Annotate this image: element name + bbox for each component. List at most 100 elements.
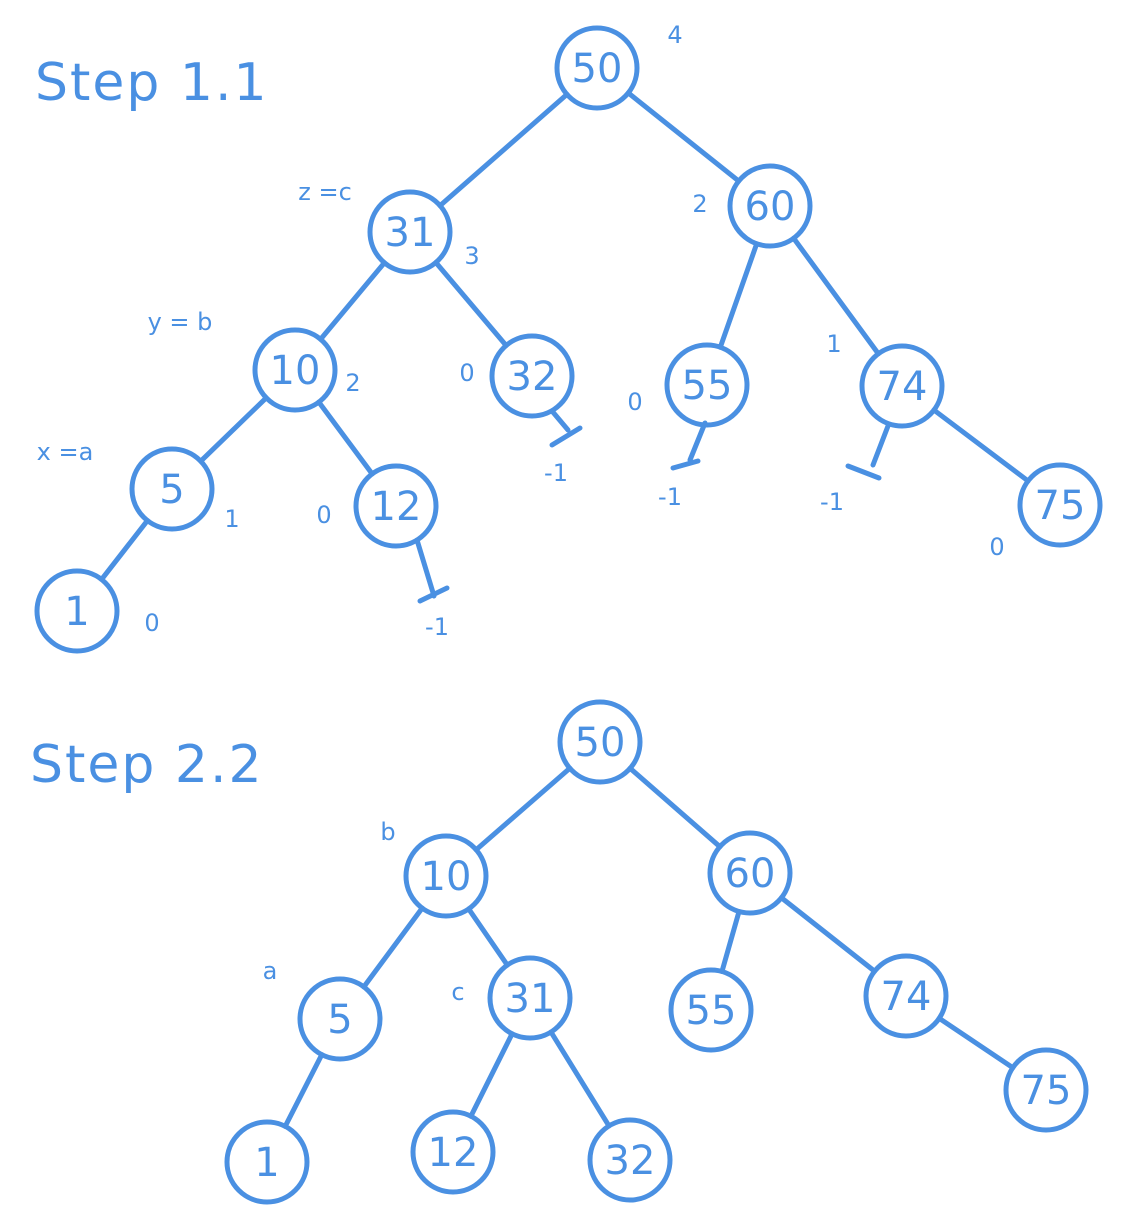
- node-circle: [403, 833, 489, 919]
- null-leaf-74: [845, 463, 882, 481]
- node-circle: [224, 1119, 310, 1205]
- step-2-2-title: Step 2.2: [30, 735, 264, 795]
- edge-74-75: [936, 1015, 1016, 1071]
- edge-10-5: [361, 905, 425, 990]
- node-circle: [34, 568, 120, 654]
- node-key: 1: [64, 589, 89, 635]
- node-12: 12: [410, 1109, 496, 1195]
- edge-10-5: [198, 395, 269, 464]
- node-height-label: 0: [989, 533, 1004, 561]
- node-74: 74: [863, 953, 949, 1039]
- tree-2: 50 10b 60 5a 31 c 55 74 1 12 32 75: [224, 699, 1089, 1205]
- node-role-label: y = b: [148, 308, 213, 336]
- null-height-label: -1: [425, 613, 449, 641]
- node-circle: [707, 830, 793, 916]
- node-key: 12: [371, 484, 422, 530]
- node-12: 12 0: [316, 463, 439, 549]
- edge-10-12: [316, 399, 375, 477]
- node-key: 50: [572, 46, 623, 92]
- node-key: 50: [575, 720, 626, 766]
- null-edge-12: [414, 537, 437, 599]
- node-32: 32 0: [459, 333, 575, 419]
- node-height-label: 3: [464, 242, 479, 270]
- edge-31-12: [468, 1031, 515, 1119]
- node-75: 75: [1003, 1047, 1089, 1133]
- node-height-label: 2: [692, 190, 707, 218]
- node-74: 74 1: [826, 330, 945, 429]
- node-key: 74: [881, 974, 932, 1020]
- node-height-label: 1: [826, 330, 841, 358]
- node-key: 12: [428, 1130, 479, 1176]
- edge-50-60: [627, 765, 723, 850]
- node-circle: [353, 463, 439, 549]
- null-height-label: -1: [820, 488, 844, 516]
- node-31: 31 3 z =c: [298, 178, 480, 275]
- node-circle: [1017, 462, 1103, 548]
- null-edge-32: [549, 408, 571, 433]
- null-leaf-55: [670, 458, 701, 471]
- node-32: 32: [587, 1117, 673, 1203]
- node-role-label: c: [451, 978, 464, 1006]
- node-50: 50: [557, 699, 643, 785]
- edge-31-32: [548, 1029, 612, 1129]
- node-circle: [863, 953, 949, 1039]
- node-key: 31: [385, 210, 436, 256]
- step-1-1-title: Step 1.1: [35, 53, 269, 113]
- node-circle: [668, 967, 754, 1053]
- node-key: 10: [421, 854, 472, 900]
- null-leaf-32: [549, 425, 583, 448]
- node-circle: [487, 955, 573, 1041]
- node-key: 55: [682, 363, 733, 409]
- node-circle: [587, 1117, 673, 1203]
- node-key: 10: [270, 348, 321, 394]
- node-60: 60 2: [692, 163, 813, 249]
- edge-10-31: [466, 906, 510, 968]
- node-key: 1: [254, 1140, 279, 1186]
- null-leaf-12: [417, 585, 450, 604]
- node-50: 50 4: [554, 21, 683, 111]
- edge-5-1: [99, 518, 150, 582]
- null-edge-55: [687, 420, 708, 463]
- edge-60-55: [717, 241, 760, 350]
- node-circle: [859, 343, 945, 429]
- node-circle: [1003, 1047, 1089, 1133]
- edge-31-10: [318, 260, 387, 342]
- node-circle: [410, 1109, 496, 1195]
- node-height-label: 2: [345, 369, 360, 397]
- edge-50-31: [437, 91, 570, 209]
- node-5: 5a: [263, 957, 383, 1062]
- node-circle: [252, 327, 338, 413]
- node-role-label: x =a: [37, 438, 94, 466]
- node-key: 60: [745, 184, 796, 230]
- node-55: 55 0: [627, 342, 750, 428]
- node-height-label: 0: [144, 609, 159, 637]
- node-height-label: 0: [627, 388, 642, 416]
- node-key: 32: [507, 354, 558, 400]
- edge-60-74: [778, 895, 878, 974]
- node-75: 75 0: [989, 462, 1103, 561]
- node-key: 60: [725, 851, 776, 897]
- node-key: 75: [1021, 1068, 1072, 1114]
- edge-5-1: [282, 1052, 325, 1129]
- node-key: 32: [605, 1138, 656, 1184]
- node-height-label: 0: [459, 359, 474, 387]
- node-key: 31: [505, 976, 556, 1022]
- node-circle: [557, 699, 643, 785]
- node-key: 5: [327, 997, 352, 1043]
- node-key: 5: [159, 467, 184, 513]
- node-key: 74: [877, 364, 928, 410]
- node-10: 10 b: [380, 818, 489, 919]
- node-circle: [727, 163, 813, 249]
- edge-60-55: [719, 908, 742, 975]
- node-key: 75: [1035, 483, 1086, 529]
- node-height-label: 0: [316, 501, 331, 529]
- edge-50-10: [473, 765, 573, 853]
- edge-74-75: [931, 407, 1031, 484]
- node-circle: [367, 189, 453, 275]
- node-circle: [489, 333, 575, 419]
- node-55: 55: [668, 967, 754, 1053]
- node-5: 5 1 x =a: [37, 438, 240, 533]
